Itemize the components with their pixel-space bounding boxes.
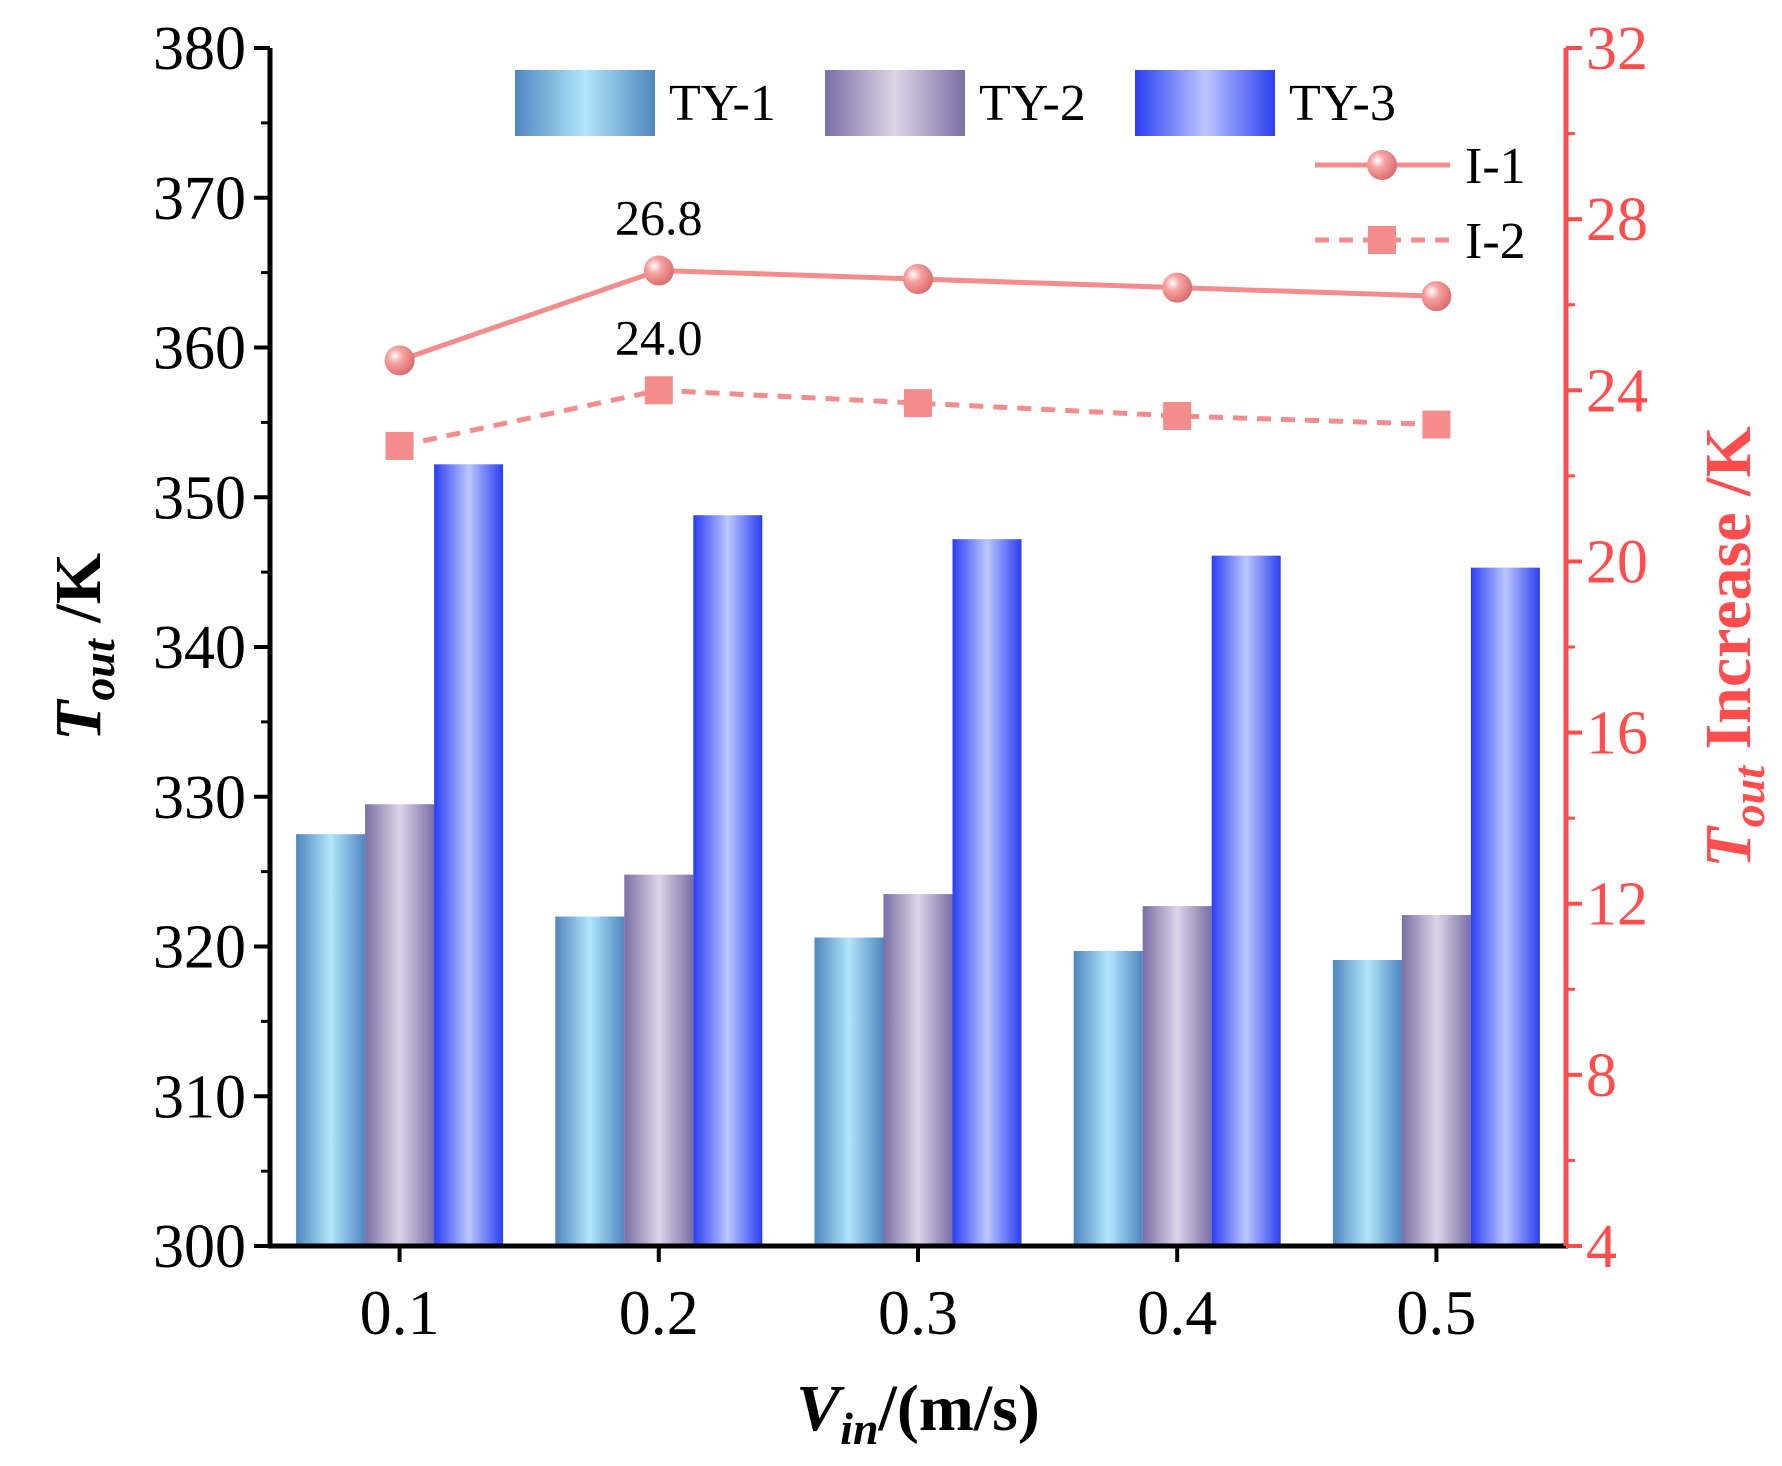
bar-ty-1-0.3	[814, 937, 884, 1246]
bar-ty-1-0.4	[1073, 950, 1143, 1246]
annotation-26.8: 26.8	[615, 189, 703, 245]
left-tick-label-330: 330	[153, 764, 246, 832]
bar-ty-2-0.2	[624, 874, 694, 1246]
legend: TY-1 TY-2 TY-3 I-1 I-2	[515, 70, 1526, 270]
legend-swatch-ty-1	[515, 70, 655, 136]
bar-ty-3-0.5	[1470, 567, 1540, 1246]
bar-ty-2-0.1	[365, 804, 435, 1246]
bar-ty-3-0.2	[693, 515, 763, 1246]
point-i-2-0.5	[1422, 410, 1451, 439]
left-tick-label-310: 310	[153, 1063, 246, 1131]
legend-label-i-2: I-2	[1465, 213, 1526, 270]
left-tick-label-340: 340	[153, 614, 246, 682]
right-tick-label-8: 8	[1586, 1042, 1617, 1110]
axes-layer: 300 310 320 330 340 350 360 370 380 4 8 12 16 20 24 28 3…	[153, 15, 1648, 1348]
right-tick-label-24: 24	[1586, 357, 1648, 425]
left-y-axis-label: Tout /K	[42, 553, 124, 741]
right-tick-label-4: 4	[1586, 1213, 1617, 1281]
bar-ty-3-0.4	[1211, 555, 1281, 1246]
x-tick-label-0.2: 0.2	[619, 1277, 699, 1348]
x-tick-label-0.5: 0.5	[1396, 1277, 1476, 1348]
bar-ty-1-0.5	[1332, 959, 1402, 1246]
axis-labels: Vin/(m/s) Tout /K Tout Increase /K	[42, 426, 1774, 1454]
lines-layer: 26.8 24.0	[384, 189, 1452, 460]
left-tick-label-350: 350	[153, 464, 246, 532]
right-y-axis-label: Tout Increase /K	[1692, 426, 1774, 867]
x-tick-label-0.3: 0.3	[878, 1277, 958, 1348]
annotation-24.0: 24.0	[615, 309, 703, 365]
right-tick-label-32: 32	[1586, 15, 1648, 83]
bar-ty-3-0.3	[952, 539, 1022, 1246]
right-tick-label-20: 20	[1586, 528, 1648, 596]
point-i-1-0.4	[1162, 272, 1193, 303]
legend-swatch-ty-3	[1135, 70, 1275, 136]
bar-ty-2-0.5	[1401, 915, 1471, 1246]
right-tick-label-12: 12	[1586, 871, 1648, 939]
legend-swatch-ty-2	[825, 70, 965, 136]
left-tick-label-360: 360	[153, 315, 246, 383]
legend-label-ty-1: TY-1	[669, 75, 776, 132]
bar-ty-3-0.1	[434, 464, 504, 1246]
left-tick-label-370: 370	[153, 165, 246, 233]
left-tick-label-320: 320	[153, 914, 246, 982]
left-tick-label-300: 300	[153, 1213, 246, 1281]
point-i-2-0.4	[1163, 401, 1192, 430]
legend-marker-i-2	[1368, 226, 1396, 254]
bar-ty-1-0.1	[296, 834, 366, 1246]
legend-label-i-1: I-1	[1465, 138, 1526, 195]
legend-label-ty-3: TY-3	[1289, 75, 1396, 132]
point-i-1-0.3	[903, 264, 933, 295]
x-axis-label: Vin/(m/s)	[796, 1372, 1040, 1454]
x-tick-label-0.1: 0.1	[360, 1277, 440, 1348]
point-i-2-0.2	[644, 376, 673, 405]
bar-ty-2-0.3	[883, 894, 953, 1246]
point-i-1-0.5	[1421, 281, 1452, 312]
bars-layer	[296, 464, 1540, 1246]
bar-ty-1-0.2	[555, 916, 625, 1246]
x-tick-label-0.4: 0.4	[1137, 1277, 1217, 1348]
point-i-2-0.3	[904, 389, 932, 418]
line-i-2	[399, 387, 1437, 449]
right-tick-label-16: 16	[1586, 700, 1648, 768]
point-i-1-0.2	[643, 255, 674, 286]
point-i-2-0.1	[385, 431, 414, 460]
right-tick-label-28: 28	[1586, 186, 1648, 254]
point-i-1-0.1	[384, 345, 415, 376]
legend-marker-i-1	[1367, 150, 1397, 180]
legend-label-ty-2: TY-2	[979, 75, 1086, 132]
bar-ty-2-0.4	[1142, 906, 1212, 1246]
left-tick-label-380: 380	[153, 15, 246, 83]
